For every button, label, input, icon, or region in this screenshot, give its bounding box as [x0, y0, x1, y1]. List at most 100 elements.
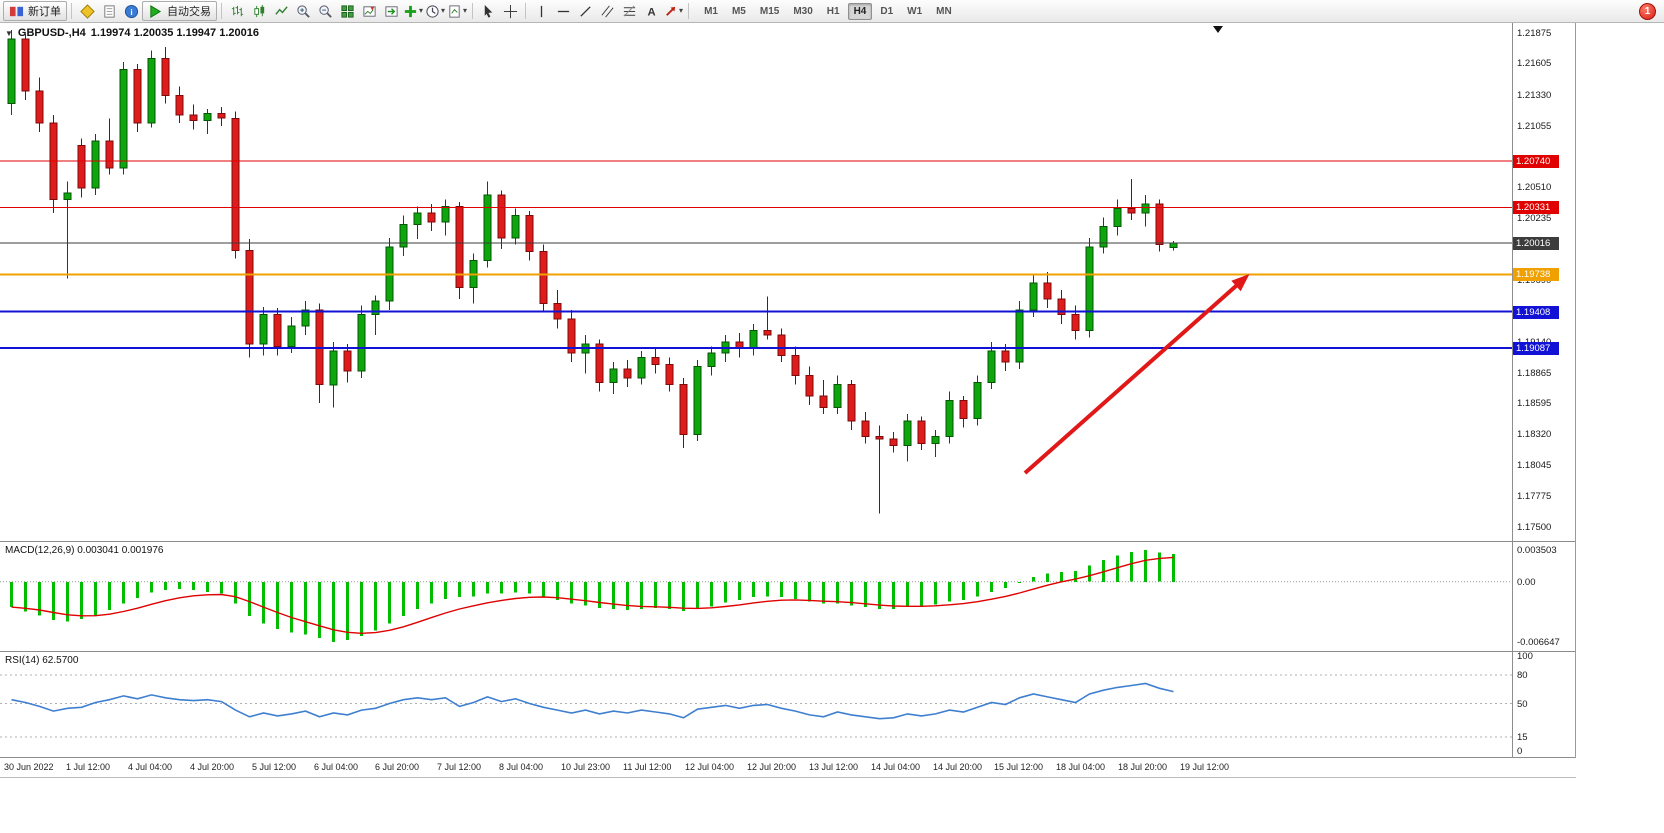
macd-chart[interactable] — [0, 542, 1512, 652]
price-axis-label: 1.21875 — [1517, 28, 1552, 39]
toolbar-separator — [221, 3, 222, 19]
price-level-badge: 1.19408 — [1513, 306, 1559, 319]
new-order-icon — [9, 6, 24, 16]
time-axis-label: 6 Jul 20:00 — [375, 762, 420, 772]
indicators-button[interactable]: ▾ — [402, 1, 424, 21]
crosshair-tool-button[interactable] — [499, 1, 521, 21]
horizontal-line-tool-button[interactable] — [552, 1, 574, 21]
new-order-button[interactable]: 新订单 — [3, 1, 67, 21]
auto-scroll-button[interactable] — [380, 1, 402, 21]
svg-text:i: i — [130, 6, 132, 16]
price-axis-label: 1.20235 — [1517, 213, 1552, 224]
toolbar-separator — [71, 3, 72, 19]
candlestick-mode-button[interactable] — [248, 1, 270, 21]
periods-button[interactable]: ▾ — [424, 1, 446, 21]
rsi-axis-label: 0 — [1517, 746, 1523, 757]
timeframe-button-h1[interactable]: H1 — [826, 5, 840, 17]
time-axis-label: 14 Jul 04:00 — [871, 762, 921, 772]
time-axis-label: 19 Jul 12:00 — [1180, 762, 1230, 772]
bar-chart-mode-button[interactable] — [226, 1, 248, 21]
macd-signal-line — [11, 556, 1174, 635]
main-toolbar: 新订单 i 自动交易 — [0, 0, 1664, 23]
chart-shift-button[interactable] — [358, 1, 380, 21]
arrow-object-icon — [666, 6, 676, 16]
price-axis[interactable]: 1.21875 1.21605 1.21330 1.21055 1.20510 1.202… — [1512, 23, 1575, 541]
tile-windows-button[interactable] — [336, 1, 358, 21]
time-axis-label: 1 Jul 12:00 — [66, 762, 111, 772]
price-level-badge: 1.19087 — [1513, 342, 1559, 355]
candlestick-icon — [253, 4, 264, 17]
rsi-panel: RSI(14) 62.5700 100 80 50 15 0 — [0, 651, 1575, 758]
scroll-anchor-icon[interactable] — [1213, 26, 1223, 33]
price-level-badge: 1.20331 — [1513, 201, 1559, 214]
price-axis-label: 1.18045 — [1517, 460, 1552, 471]
zoom-out-button[interactable] — [314, 1, 336, 21]
chart-title: ▼ GBPUSD-,H4 1.19974 1.20035 1.19947 1.2… — [5, 27, 259, 39]
arrows-tool-button[interactable]: ▾ — [662, 1, 684, 21]
zoom-in-icon — [296, 4, 310, 18]
rsi-chart[interactable] — [0, 652, 1512, 758]
price-axis-label: 1.21055 — [1517, 121, 1552, 132]
channel-tool-button[interactable] — [596, 1, 618, 21]
price-axis-label: 1.21330 — [1517, 90, 1552, 101]
rsi-axis-label: 80 — [1517, 670, 1528, 681]
zoom-in-button[interactable] — [292, 1, 314, 21]
timeframe-button-m5[interactable]: M5 — [731, 5, 746, 17]
time-axis-label: 30 Jun 2022 — [4, 762, 54, 772]
timeframe-button-d1[interactable]: D1 — [880, 5, 894, 17]
timeframe-button-m30[interactable]: M30 — [793, 5, 813, 17]
channel-icon — [601, 5, 614, 17]
vertical-line-tool-button[interactable] — [530, 1, 552, 21]
line-chart-icon — [274, 5, 288, 15]
horizontal-line-icon — [557, 10, 569, 12]
main-chart-panel: ▼ GBPUSD-,H4 1.19974 1.20035 1.19947 1.2… — [0, 23, 1575, 542]
timeframe-button-h4[interactable]: H4 — [847, 2, 873, 20]
price-level-badge: 1.20740 — [1513, 155, 1559, 168]
symbols-button[interactable] — [76, 1, 98, 21]
toolbar-separator — [472, 3, 474, 19]
chart-menu-icon[interactable]: ▼ — [5, 28, 13, 38]
auto-trading-play-icon — [150, 4, 162, 18]
price-axis-label: 1.20510 — [1517, 182, 1552, 193]
text-icon: A — [647, 6, 655, 18]
template-icon — [449, 4, 460, 18]
timeframe-button-mn[interactable]: MN — [936, 5, 952, 17]
timeframe-button-m1[interactable]: M1 — [704, 5, 718, 17]
macd-axis[interactable]: 0.003503 0.00 -0.006647 — [1512, 542, 1575, 651]
auto-trading-label: 自动交易 — [167, 6, 211, 18]
time-axis-label: 13 Jul 12:00 — [809, 762, 859, 772]
rsi-axis-label: 50 — [1517, 699, 1528, 710]
data-window-button[interactable] — [98, 1, 120, 21]
line-chart-mode-button[interactable] — [270, 1, 292, 21]
fibonacci-tool-button[interactable] — [618, 1, 640, 21]
trend-arrow-annotation[interactable] — [1023, 274, 1250, 475]
timeframe-button-w1[interactable]: W1 — [907, 5, 923, 17]
notification-badge[interactable]: 1 — [1639, 3, 1656, 20]
chart-shift-icon — [362, 5, 376, 17]
rsi-axis-label: 15 — [1517, 732, 1528, 743]
time-axis-label: 8 Jul 04:00 — [499, 762, 544, 772]
horizontal-level-lines[interactable] — [0, 160, 1512, 349]
rsi-axis-label: 100 — [1517, 651, 1533, 662]
zoom-out-icon — [318, 4, 332, 18]
rsi-axis[interactable]: 100 80 50 15 0 — [1512, 651, 1575, 757]
time-axis-label: 4 Jul 20:00 — [190, 762, 235, 772]
time-axis[interactable]: 30 Jun 2022 1 Jul 12:00 4 Jul 04:00 4 Jul 2… — [0, 758, 1576, 778]
trendline-tool-button[interactable] — [574, 1, 596, 21]
timeframe-group: M1 M5 M15 M30 H1 H4 D1 W1 MN — [697, 2, 959, 20]
templates-button[interactable]: ▾ — [446, 1, 468, 21]
text-tool-button[interactable]: A — [640, 1, 662, 21]
rsi-line — [11, 682, 1174, 720]
time-axis-label: 6 Jul 04:00 — [314, 762, 359, 772]
macd-label: MACD(12,26,9) 0.003041 0.001976 — [5, 545, 164, 556]
timeframe-button-m15[interactable]: M15 — [759, 5, 780, 17]
new-order-label: 新订单 — [28, 6, 61, 18]
info-button[interactable]: i — [120, 1, 142, 21]
indicators-plus-icon — [404, 5, 417, 17]
auto-trading-button[interactable]: 自动交易 — [142, 1, 217, 21]
price-axis-label: 1.17775 — [1517, 491, 1552, 502]
cursor-tool-button[interactable] — [477, 1, 499, 21]
price-chart[interactable] — [0, 23, 1512, 542]
time-axis-label: 18 Jul 04:00 — [1056, 762, 1106, 772]
time-axis-label: 14 Jul 20:00 — [933, 762, 983, 772]
